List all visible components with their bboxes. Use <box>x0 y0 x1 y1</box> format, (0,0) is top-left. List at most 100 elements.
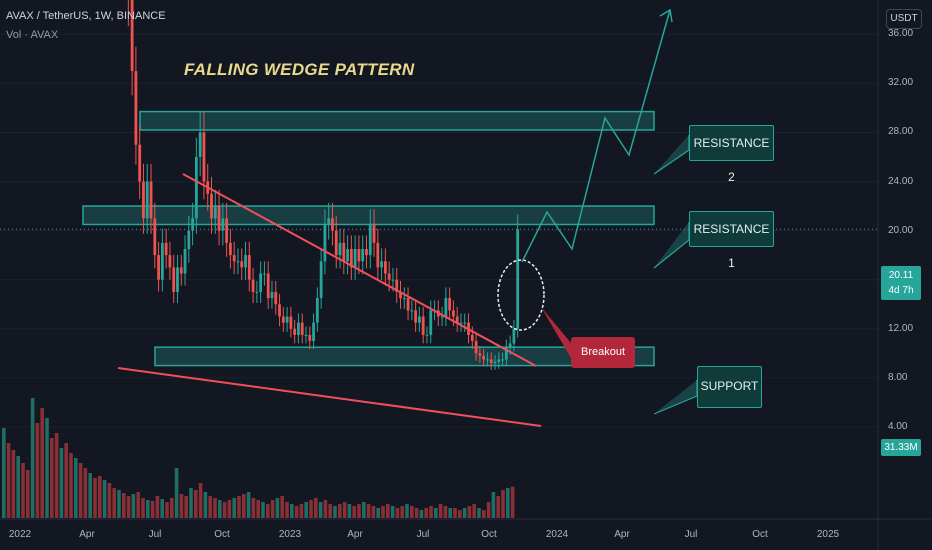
volume-bar <box>256 500 260 518</box>
volume-bar <box>266 504 270 518</box>
volume-bar <box>486 502 491 518</box>
candle-body <box>489 359 493 364</box>
time-tick: 2022 <box>8 529 32 540</box>
volume-bar <box>371 506 376 518</box>
volume-bar <box>107 483 112 518</box>
candle-body <box>444 298 448 317</box>
candle-body <box>263 273 266 275</box>
time-tick: Oct <box>752 529 768 540</box>
last-volume-badge: 31.33M <box>881 439 921 456</box>
volume-bar <box>400 506 404 518</box>
volume-bar <box>179 494 184 518</box>
candle-body <box>331 218 334 231</box>
time-tick: Apr <box>347 529 363 540</box>
volume-bar <box>35 423 40 518</box>
candle-body <box>338 242 342 256</box>
volume-bar <box>45 418 49 518</box>
time-tick: Oct <box>481 529 497 540</box>
candle-body <box>440 316 444 318</box>
price-tick: 12.00 <box>888 322 914 334</box>
volume-bar <box>218 500 222 518</box>
zone-resistance-1 <box>82 205 655 226</box>
candle-body <box>191 218 194 231</box>
volume-bar <box>54 433 59 518</box>
volume-bar <box>395 508 400 518</box>
volume-bar <box>405 504 409 518</box>
price-tick: 28.00 <box>888 126 914 138</box>
time-tick: 2023 <box>278 529 302 540</box>
wedge-upper-trendline <box>182 173 537 367</box>
volume-bar <box>184 496 188 518</box>
candle-body <box>418 316 421 323</box>
candle-body <box>179 267 183 274</box>
volume-bar <box>270 500 275 518</box>
volume-bar <box>414 508 419 518</box>
candle-body <box>308 334 312 342</box>
volume-bar <box>194 490 198 518</box>
candle-body <box>164 242 168 256</box>
volume-bar <box>208 496 212 518</box>
volume-bar <box>16 456 20 518</box>
candle-body <box>304 334 308 336</box>
pattern-title: FALLING WEDGE PATTERN <box>184 60 415 79</box>
volume-bar <box>472 504 476 518</box>
candle-body <box>198 132 202 157</box>
candle-body <box>353 249 357 268</box>
candle-body <box>410 310 414 312</box>
candle-body <box>361 249 365 262</box>
volume-bar <box>304 502 308 518</box>
volume-bar <box>131 494 136 518</box>
volume-bar <box>203 492 208 518</box>
price-tick: 36.00 <box>888 28 914 40</box>
volume-bar <box>362 502 366 518</box>
volume-bar <box>174 468 179 518</box>
candle-body <box>459 322 463 324</box>
volume-bar <box>376 508 380 518</box>
last-price-value: 20.11 <box>888 270 914 281</box>
volume-bar <box>333 506 337 518</box>
resistance2-pointer <box>653 135 690 175</box>
candle-body <box>486 359 489 361</box>
symbol-title[interactable]: AVAX / TetherUS, 1W, BINANCE <box>6 10 166 22</box>
volume-bar <box>342 502 347 518</box>
candle-body <box>285 316 289 323</box>
candle-body <box>270 291 274 299</box>
volume-bar <box>88 473 92 518</box>
candle-body <box>508 343 512 348</box>
candle-body <box>187 230 191 250</box>
volume-bar <box>237 496 241 518</box>
candle-body <box>406 298 410 311</box>
volume-bar <box>491 492 496 518</box>
volume-bar <box>482 510 486 518</box>
volume-bar <box>11 450 16 518</box>
breakout-callout[interactable]: Breakout <box>571 337 635 368</box>
candle-body <box>221 218 225 231</box>
candle-body <box>421 316 425 335</box>
candle-body <box>229 242 232 256</box>
resistance2-callout[interactable]: RESISTANCE 2 <box>689 125 774 184</box>
candle-body <box>251 279 255 292</box>
volume-bar <box>21 463 25 518</box>
support-callout[interactable]: SUPPORT <box>697 366 762 408</box>
candle-body <box>357 249 361 262</box>
currency-button[interactable]: USDT <box>886 9 922 29</box>
volume-bar <box>126 496 131 518</box>
volume-bar <box>198 483 203 518</box>
candle-body <box>493 361 497 364</box>
volume-bar <box>314 498 318 518</box>
volume-bar <box>251 498 256 518</box>
volume-bar <box>160 499 164 518</box>
candle-body <box>225 218 229 243</box>
candle-body <box>391 279 395 281</box>
volume-indicator-label[interactable]: Vol · AVAX <box>6 29 59 41</box>
candle-body <box>342 242 346 262</box>
time-tick: 2025 <box>816 529 840 540</box>
candle-body <box>402 298 406 300</box>
zone-support <box>154 346 655 367</box>
volume-bar <box>318 502 323 518</box>
resistance1-callout[interactable]: RESISTANCE 1 <box>689 211 774 270</box>
candle-body <box>395 279 399 292</box>
time-tick: 2024 <box>545 529 569 540</box>
volume-bar <box>462 508 467 518</box>
